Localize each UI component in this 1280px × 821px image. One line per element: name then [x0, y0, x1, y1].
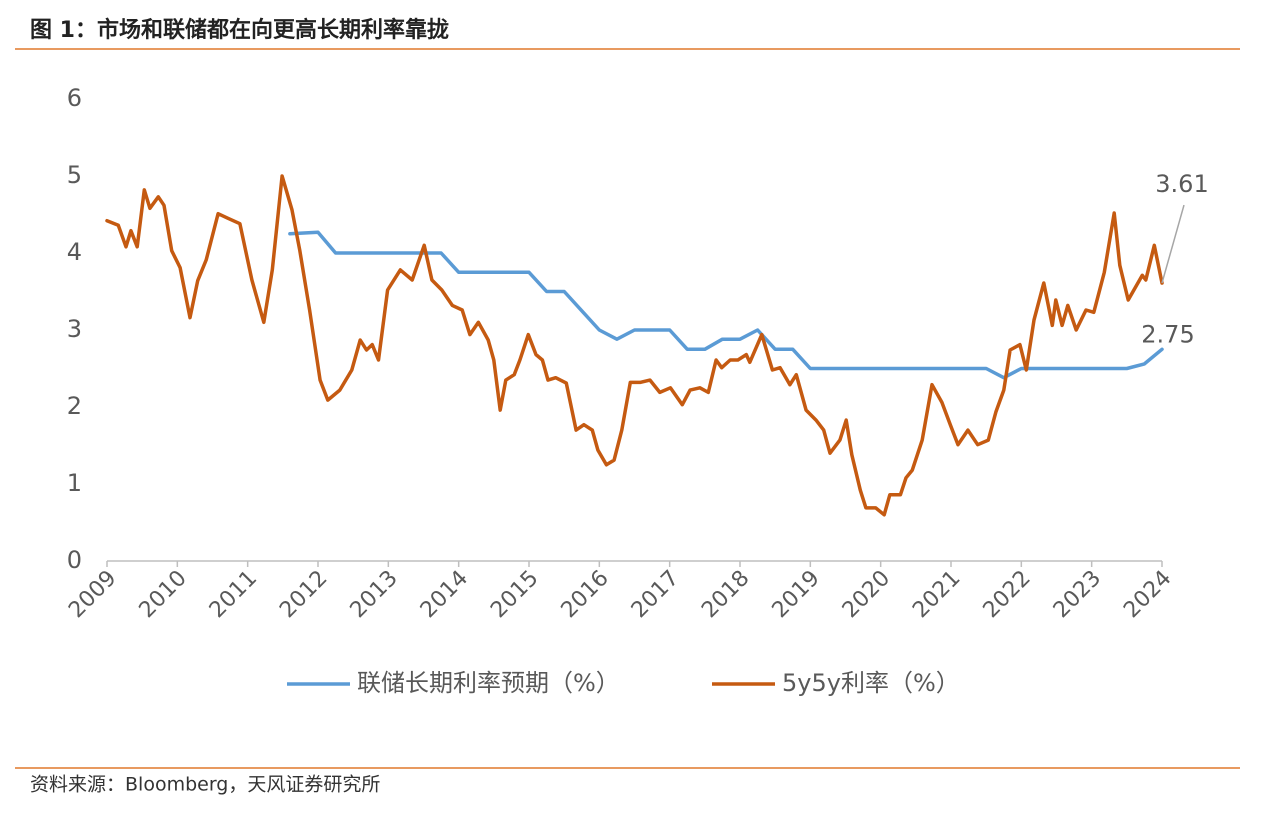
x-tick-label: 2019 [768, 566, 825, 623]
end-value-label: 3.61 [1155, 170, 1208, 198]
leader-line [1161, 204, 1185, 284]
x-tick-label: 2010 [135, 566, 192, 623]
y-tick-label: 1 [67, 469, 82, 497]
legend-label: 联储长期利率预期（%） [357, 669, 620, 697]
x-tick-label: 2024 [1119, 566, 1176, 623]
end-value-label: 2.75 [1141, 320, 1194, 348]
y-tick-label: 5 [67, 161, 82, 189]
x-tick-label: 2012 [275, 566, 332, 623]
y-tick-label: 0 [67, 546, 82, 574]
x-tick-label: 2015 [486, 566, 543, 623]
x-tick-label: 2023 [1049, 566, 1106, 623]
x-tick-label: 2020 [838, 566, 895, 623]
x-tick-label: 2021 [908, 566, 965, 623]
x-tick-label: 2016 [557, 566, 614, 623]
legend-label: 5y5y利率（%） [782, 669, 960, 697]
chart-title: 图 1：市场和联储都在向更高长期利率靠拢 [30, 17, 449, 43]
y-tick-label: 4 [67, 238, 82, 266]
x-tick-label: 2017 [627, 566, 684, 623]
series-line [105, 174, 1164, 517]
source-note: 资料来源：Bloomberg，天风证券研究所 [30, 774, 380, 796]
x-tick-label: 2011 [205, 566, 262, 623]
x-tick-label: 2022 [979, 566, 1036, 623]
y-tick-label: 6 [67, 84, 82, 112]
x-tick-label: 2013 [346, 566, 403, 623]
y-tick-label: 3 [67, 315, 82, 343]
y-tick-label: 2 [67, 392, 82, 420]
x-tick-label: 2009 [64, 566, 121, 623]
x-tick-label: 2014 [416, 566, 473, 623]
x-tick-label: 2018 [697, 566, 754, 623]
